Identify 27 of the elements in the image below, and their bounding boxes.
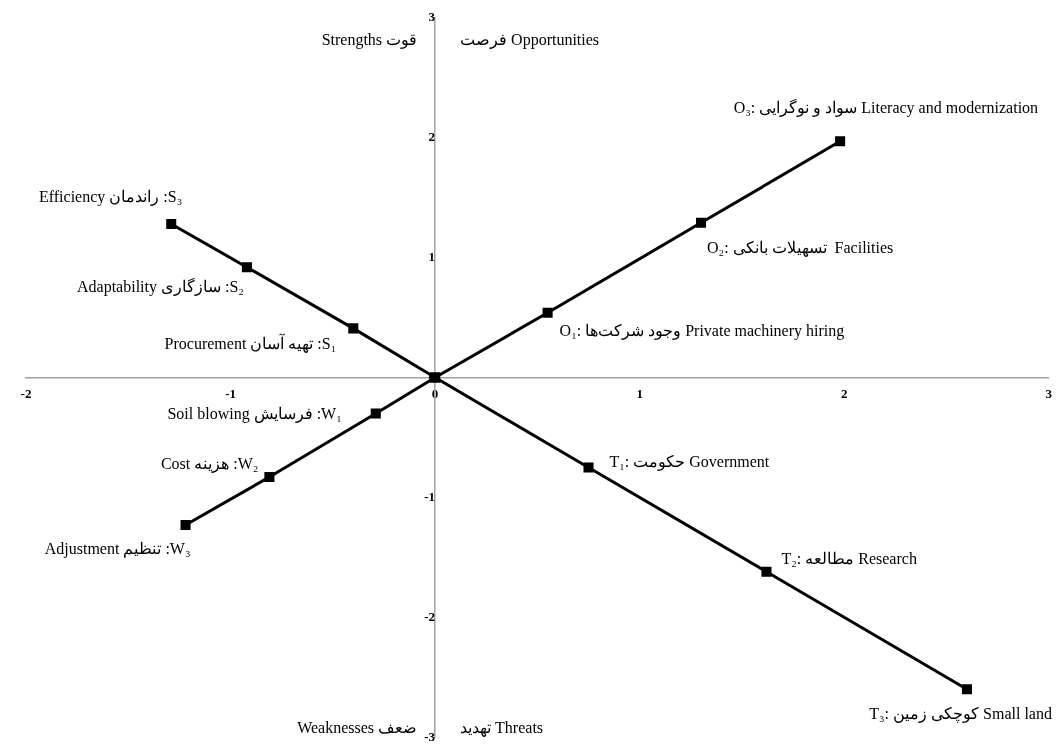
y-tick-label: 3 [428, 9, 436, 25]
y-tick-label: -3 [424, 728, 436, 744]
annotation: Weaknesses ضعف [297, 719, 418, 737]
y-tick-label: 2 [428, 129, 436, 145]
annotation: T₁: حکومت Government [609, 452, 770, 471]
annotation: فرصت Opportunities [460, 31, 600, 49]
annotation: T₃: کوچکی زمین Small land [869, 705, 1052, 724]
annotation: Strengths قوت [321, 31, 418, 49]
annotation: T₂: مطالعه Research [781, 549, 917, 567]
annotation: O₁: وجود شرکت‌ها Private machinery hiring [559, 321, 845, 340]
y-tick-label: -2 [424, 608, 436, 624]
annotation: Cost هزینه :W₂ [160, 455, 259, 474]
annotation: Soil blowing فرسایش :W₁ [167, 404, 342, 423]
x-tick-label: 2 [840, 385, 848, 401]
annotation: O₃: سواد و نوگرایی Literacy and modernization [733, 97, 1039, 117]
x-tick-label: -2 [20, 385, 32, 401]
x-tick-label: 1 [636, 385, 643, 401]
annotation: تهدید Threats [460, 719, 544, 738]
x-tick-label: -1 [225, 385, 236, 401]
annotation: O₂: تسهیلات بانکی Facilities [707, 239, 894, 258]
annotation: Efficiency راندمان :S₃ [38, 188, 183, 207]
annotation: Procurement تهیه آسان :S₁ [164, 332, 337, 353]
y-tick-label: 1 [428, 248, 436, 264]
x-tick-label: 3 [1045, 385, 1053, 401]
annotation: Adjustment تنظیم :W₃ [44, 540, 191, 559]
y-tick-label: -1 [424, 488, 436, 504]
annotation: Adaptability سازگاری :S₂ [77, 277, 244, 297]
